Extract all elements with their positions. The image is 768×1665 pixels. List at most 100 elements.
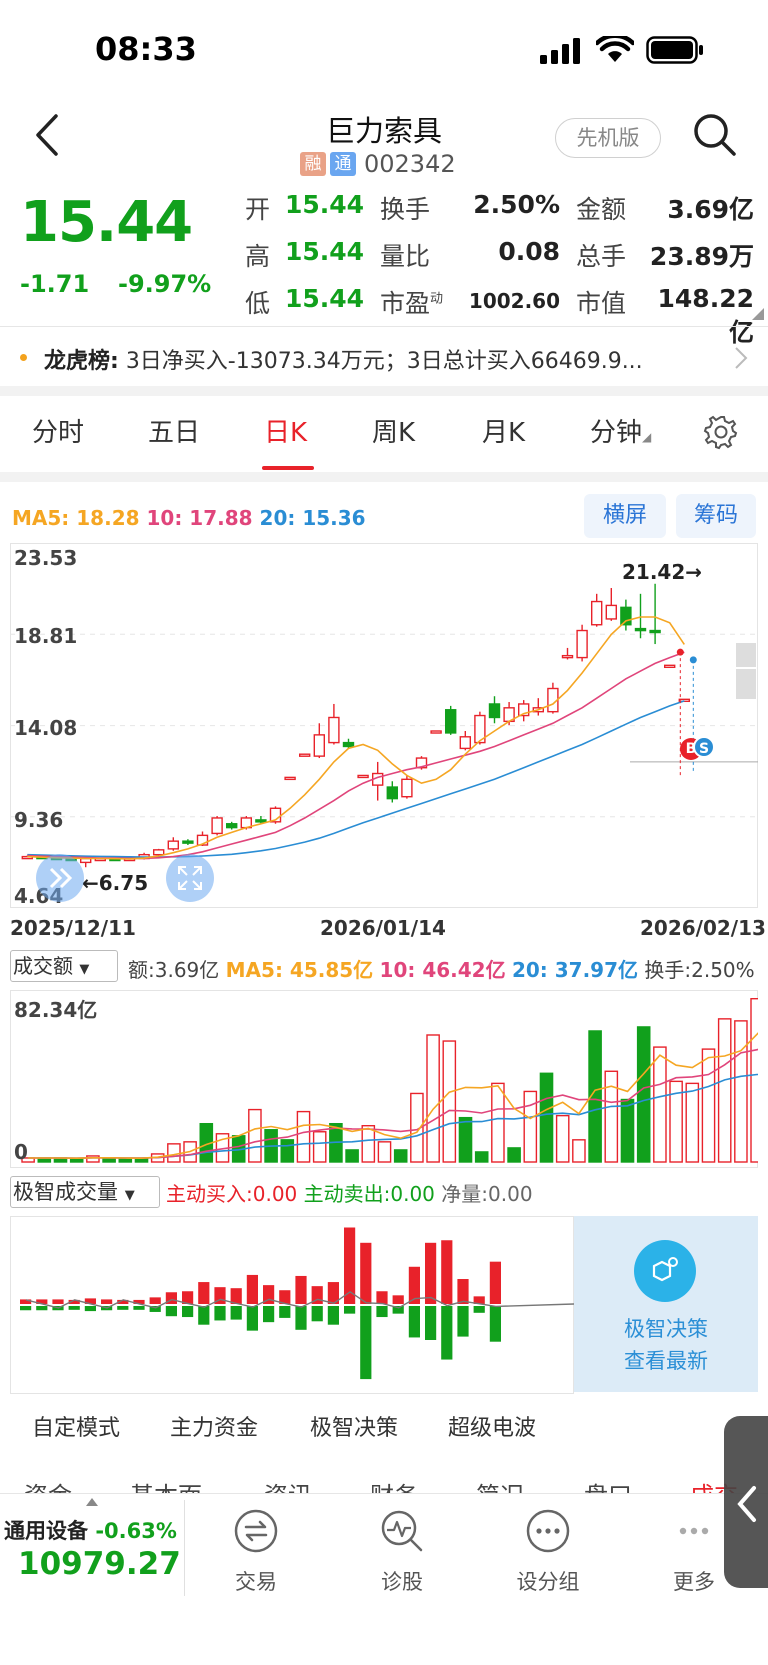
low-marker: ←6.75 bbox=[82, 871, 149, 895]
side-drawer-handle[interactable] bbox=[724, 1416, 768, 1588]
jz-sell-bar bbox=[84, 1306, 96, 1312]
total-volume-label: 总手 bbox=[576, 242, 627, 271]
jz-sell-bar bbox=[246, 1306, 258, 1331]
sell-signal-badge[interactable]: S bbox=[693, 736, 715, 758]
sector-index[interactable]: 通用设备 -0.63% bbox=[4, 1519, 177, 1543]
market-cap-value: 148.22亿 bbox=[657, 284, 754, 347]
volume-amount: 额:3.69亿 bbox=[128, 958, 220, 982]
volume-ratio-label: 量比 bbox=[380, 242, 431, 271]
open-label: 开 bbox=[245, 195, 271, 224]
volume-bar bbox=[555, 1114, 570, 1163]
jz-sell-bar bbox=[408, 1306, 420, 1338]
volume-bar bbox=[377, 1141, 392, 1163]
candle-body bbox=[182, 840, 194, 844]
sell-signal-dot bbox=[689, 656, 697, 664]
ma-legend: MA5: 18.28 10: 17.88 20: 15.36 bbox=[12, 506, 366, 530]
wifi-icon bbox=[596, 36, 634, 62]
jz-net-line bbox=[25, 1290, 574, 1309]
candle-body bbox=[430, 730, 442, 734]
candle-body bbox=[488, 703, 501, 719]
volume-bar bbox=[426, 1034, 440, 1163]
jz-flow-chart[interactable] bbox=[10, 1216, 574, 1394]
candle-body bbox=[459, 736, 471, 750]
volume-bar bbox=[296, 1110, 311, 1163]
tab-daily-k[interactable]: 日K bbox=[264, 418, 308, 448]
signal-icon bbox=[540, 38, 580, 64]
current-price: 15.44 bbox=[20, 190, 193, 255]
mode-main-funds[interactable]: 主力资金 bbox=[170, 1416, 259, 1441]
landscape-button[interactable]: 横屏 bbox=[584, 494, 666, 538]
expand-corner-icon[interactable] bbox=[752, 308, 764, 320]
jz-sell-bar bbox=[20, 1306, 32, 1311]
candle-body bbox=[474, 714, 486, 744]
candle-body bbox=[649, 629, 661, 634]
candle-body bbox=[328, 716, 340, 744]
bottom-diagnose-button[interactable]: 诊股 bbox=[352, 1508, 452, 1596]
jz-sell-bar bbox=[360, 1306, 372, 1380]
bottom-more-button[interactable]: 更多 bbox=[644, 1508, 744, 1596]
amount-value: 3.69亿 bbox=[667, 195, 754, 224]
jz-buy-bar bbox=[376, 1291, 388, 1304]
tab-intraday[interactable]: 分时 bbox=[32, 418, 85, 448]
jz-sell-bar bbox=[295, 1306, 307, 1330]
group-label: 设分组 bbox=[516, 1570, 580, 1594]
price-change: -1.71 bbox=[20, 270, 90, 298]
mode-jz-decision[interactable]: 极智决策 bbox=[310, 1416, 399, 1441]
chips-button[interactable]: 筹码 bbox=[676, 494, 756, 538]
section-gap bbox=[0, 472, 768, 482]
bottom-trade-button[interactable]: 交易 bbox=[206, 1508, 306, 1596]
high-label: 高 bbox=[245, 242, 271, 271]
hexagon-icon bbox=[652, 1257, 678, 1282]
trade-icon bbox=[234, 1509, 278, 1553]
volume-bar bbox=[669, 1080, 683, 1163]
tab-five-day[interactable]: 五日 bbox=[148, 418, 201, 448]
bottom-divider bbox=[184, 1500, 185, 1596]
jz-buy-bar bbox=[246, 1274, 258, 1304]
date-start: 2025/12/11 bbox=[10, 916, 136, 940]
jz-frame bbox=[10, 1216, 574, 1394]
jz-sell-bar bbox=[263, 1306, 275, 1323]
candle-body bbox=[445, 709, 457, 734]
jz-sell: 主动卖出:0.00 bbox=[303, 1182, 435, 1206]
jz-sell-bar bbox=[36, 1306, 48, 1311]
candle-body bbox=[664, 664, 676, 669]
gear-icon[interactable] bbox=[703, 414, 739, 450]
volume-bar bbox=[69, 1158, 84, 1163]
bottom-group-button[interactable]: 设分组 bbox=[498, 1508, 598, 1596]
volume-ratio-value: 0.08 bbox=[498, 237, 560, 266]
divider bbox=[0, 326, 768, 327]
mode-custom[interactable]: 自定模式 bbox=[32, 1416, 121, 1441]
tab-weekly-k[interactable]: 周K bbox=[372, 418, 416, 448]
jz-buy-bar bbox=[457, 1279, 469, 1304]
candlestick-chart[interactable] bbox=[10, 543, 758, 908]
jz-buy-bar bbox=[165, 1292, 177, 1304]
candle-body bbox=[518, 703, 530, 717]
jz-buy-bar bbox=[84, 1298, 96, 1304]
search-icon[interactable] bbox=[692, 112, 738, 158]
back-arrow-icon[interactable] bbox=[28, 110, 68, 160]
chip-marker bbox=[736, 669, 756, 699]
tab-monthly-k[interactable]: 月K bbox=[482, 418, 526, 448]
volume-bar bbox=[588, 1030, 602, 1163]
volume-bar bbox=[361, 1125, 376, 1163]
volume-chart[interactable] bbox=[10, 990, 758, 1168]
tab-minute[interactable]: 分钟◢ bbox=[590, 418, 652, 448]
jz-indicator-select[interactable]: 极智成交量 ▼ bbox=[10, 1176, 160, 1208]
pe-label: 市盈动 bbox=[380, 289, 444, 318]
fullscreen-handle[interactable] bbox=[166, 854, 214, 902]
volume-legend: 额:3.69亿 MA5: 45.85亿 10: 46.42亿 20: 37.97… bbox=[128, 954, 755, 983]
date-mid: 2026/01/14 bbox=[320, 916, 446, 940]
candle-body bbox=[152, 849, 165, 856]
volume-bar bbox=[118, 1158, 133, 1163]
pro-version-button[interactable]: 先机版 bbox=[555, 118, 661, 158]
candle-body bbox=[634, 627, 647, 632]
jz-buy-bar bbox=[311, 1286, 323, 1304]
ma5-label: MA5: 18.28 bbox=[12, 506, 140, 530]
jz-buy-bar bbox=[425, 1242, 437, 1304]
candle-body bbox=[255, 819, 267, 823]
lhb-dot bbox=[20, 354, 27, 361]
jz-buy-bar bbox=[441, 1240, 453, 1304]
mode-super-wave[interactable]: 超级电波 bbox=[448, 1416, 537, 1441]
volume-indicator-select[interactable]: 成交额 ▼ bbox=[10, 950, 118, 982]
candle-body bbox=[357, 774, 369, 779]
